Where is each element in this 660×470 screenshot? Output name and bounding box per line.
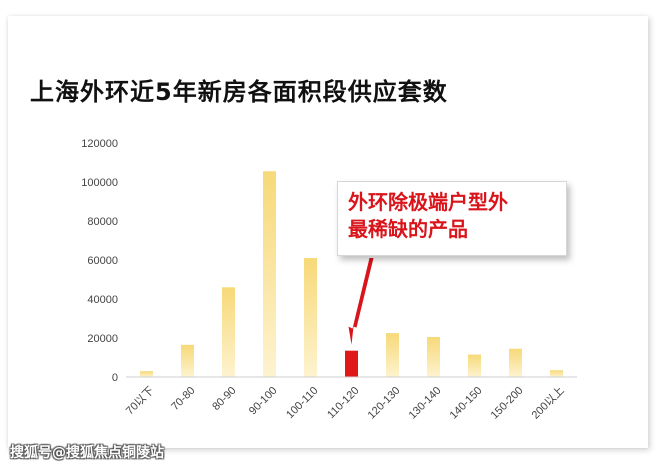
chart-title: 上海外环近5年新房各面积段供应套数: [30, 78, 448, 106]
x-axis: 70以下 70-80 80-90 90-100 100-110 110-120 120-13…: [124, 384, 567, 422]
bar-70以下: [140, 371, 153, 377]
bar-110-120: [345, 350, 358, 377]
x-tick-label: 200以上: [529, 384, 567, 422]
y-tick-label: 40000: [87, 294, 118, 306]
annotation-line-2: 最稀缺的产品: [348, 217, 468, 241]
annotation-line-1: 外环除极端户型外: [348, 190, 508, 214]
annotation-box: 外环除极端户型外 最稀缺的产品: [337, 181, 567, 256]
y-tick-label: 20000: [87, 333, 118, 345]
bar-100-110: [304, 258, 317, 377]
bar-120-130: [386, 333, 399, 377]
x-tick-label: 110-120: [325, 385, 361, 421]
bar-130-140: [427, 337, 440, 377]
x-tick-label: 140-150: [448, 385, 485, 422]
x-tick-label: 120-130: [366, 385, 403, 422]
y-tick-label: 0: [112, 372, 118, 384]
x-tick-label: 90-100: [247, 385, 280, 418]
x-tick-label: 130-140: [407, 385, 444, 422]
bar-90-100: [263, 171, 276, 377]
x-tick-label: 70以下: [124, 385, 157, 418]
x-tick-label: 100-110: [284, 385, 320, 421]
bar-140-150: [468, 354, 481, 377]
y-tick-label: 60000: [87, 255, 118, 267]
y-axis: 0 20000 40000 60000 80000 100000 120000: [81, 138, 118, 384]
y-tick-label: 120000: [81, 138, 118, 150]
x-tick-label: 70-80: [169, 385, 197, 413]
x-tick-label: 80-90: [210, 385, 238, 413]
callout-arrow: [348, 258, 374, 345]
x-tick-label: 150-200: [489, 385, 526, 422]
bar-80-90: [222, 287, 235, 377]
watermark: 搜狐号@搜狐焦点铜陵站: [10, 445, 164, 461]
bar-200以上: [550, 370, 563, 377]
y-tick-label: 100000: [81, 177, 118, 189]
bars: [140, 171, 563, 377]
bar-70-80: [181, 344, 194, 377]
bar-150-200: [509, 348, 522, 377]
y-tick-label: 80000: [87, 216, 118, 228]
